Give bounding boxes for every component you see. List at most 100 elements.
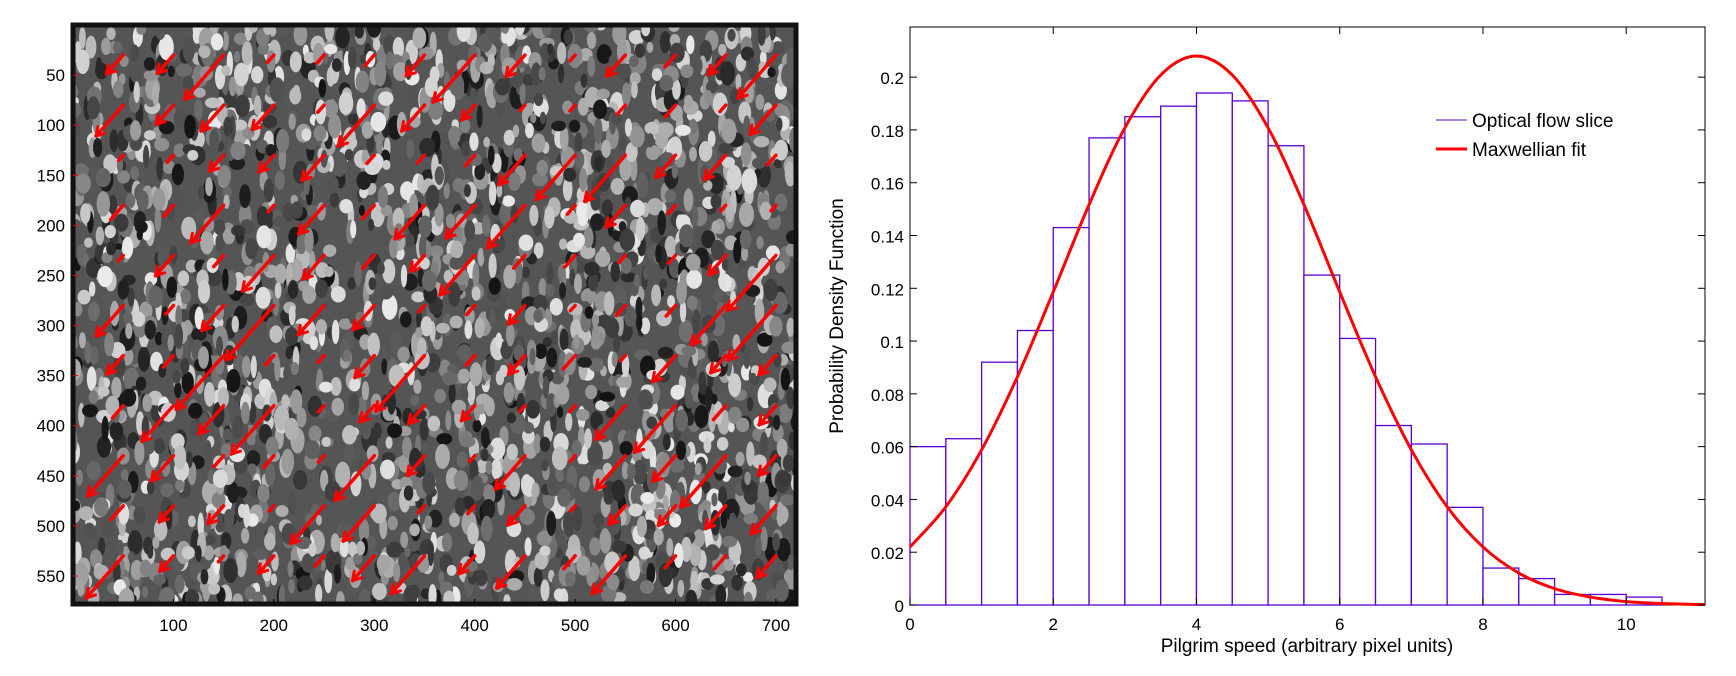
- crowd-blob: [533, 242, 544, 259]
- crowd-blob: [620, 257, 632, 274]
- crowd-blob: [660, 152, 676, 168]
- crowd-blob: [506, 412, 517, 424]
- crowd-blob: [669, 460, 685, 473]
- crowd-blob: [244, 586, 256, 600]
- crowd-blob: [231, 315, 239, 333]
- crowd-blob: [562, 511, 575, 537]
- crowd-blob: [571, 439, 582, 458]
- flow-arrow: [211, 253, 226, 269]
- crowd-blob: [82, 404, 98, 418]
- crowd-blob: [539, 436, 551, 452]
- crowd-blob: [689, 541, 702, 567]
- flow-arrow: [94, 303, 125, 339]
- crowd-blob: [503, 264, 516, 289]
- flow-arrow: [464, 303, 477, 317]
- crowd-blob: [601, 139, 611, 158]
- crowd-blob: [315, 319, 327, 335]
- crowd-blob: [711, 220, 721, 234]
- flow-arrow: [140, 403, 176, 444]
- crowd-blob: [331, 151, 348, 177]
- crowd-blob: [271, 551, 279, 572]
- crowd-blob: [657, 346, 674, 359]
- crowd-blob: [215, 233, 225, 253]
- crowd-blob: [698, 431, 715, 443]
- crowd-blob: [739, 549, 755, 569]
- image-frame: [70, 22, 799, 607]
- flow-arrow: [689, 303, 728, 347]
- flow-arrow: [719, 203, 728, 213]
- crowd-blob: [580, 73, 588, 88]
- crowd-blob: [676, 280, 687, 305]
- histogram-bar: [1160, 105, 1198, 606]
- flow-arrow: [651, 453, 678, 484]
- crowd-blob: [302, 285, 317, 304]
- crowd-blob: [559, 328, 569, 352]
- crowd-blob: [366, 445, 379, 462]
- crowd-blob: [101, 415, 109, 442]
- crowd-blob: [776, 438, 788, 458]
- crowd-blob: [377, 262, 385, 275]
- crowd-blob: [181, 216, 197, 240]
- crowd-blob: [361, 419, 372, 440]
- crowd-blob: [336, 591, 345, 604]
- crowd-blob: [743, 513, 758, 525]
- crowd-blob: [508, 471, 521, 497]
- crowd-blob: [148, 285, 164, 309]
- crowd-blob: [777, 404, 793, 424]
- crowd-blob: [536, 159, 549, 177]
- crowd-blob: [88, 281, 96, 297]
- crowd-blob: [118, 587, 135, 604]
- histogram-bar: [945, 438, 983, 606]
- crowd-blob: [450, 240, 464, 259]
- crowd-blob: [387, 515, 398, 531]
- crowd-blob: [315, 514, 322, 526]
- flow-arrow: [582, 153, 628, 204]
- crowd-blob: [629, 72, 641, 85]
- crowd-blob: [728, 373, 742, 398]
- crowd-blob: [593, 512, 604, 529]
- crowd-blob: [104, 224, 116, 239]
- crowd-blob: [595, 399, 610, 412]
- crowd-blob: [175, 305, 183, 330]
- crowd-blob: [132, 311, 146, 327]
- crowd-blob: [774, 193, 788, 212]
- crowd-blob: [533, 309, 543, 323]
- flow-arrow: [316, 453, 326, 464]
- flow-arrow: [757, 353, 778, 377]
- crowd-blob: [753, 135, 770, 148]
- crowd-blob: [195, 545, 202, 562]
- crowd-blob: [596, 44, 612, 64]
- crowd-blob: [408, 85, 422, 105]
- crowd-blob: [620, 272, 636, 283]
- crowd-blob: [205, 534, 216, 546]
- crowd-blob: [485, 25, 501, 43]
- crowd-blob: [151, 405, 158, 421]
- x-tick-label: 500: [561, 616, 589, 635]
- crowd-blob: [173, 143, 185, 158]
- crowd-blob: [686, 411, 695, 426]
- crowd-blob: [645, 145, 661, 161]
- crowd-blob: [331, 319, 340, 345]
- crowd-blob: [213, 219, 226, 236]
- crowd-blob: [356, 171, 372, 190]
- flow-arrow: [116, 253, 125, 263]
- crowd-blob: [364, 161, 381, 176]
- crowd-blob: [534, 343, 548, 359]
- crowd-blob: [350, 220, 357, 239]
- crowd-blob: [541, 25, 552, 37]
- crowd-blob: [376, 554, 391, 573]
- crowd-blob: [342, 425, 357, 445]
- crowd-blob: [174, 381, 182, 399]
- flow-arrow: [736, 53, 778, 100]
- crowd-blob: [123, 311, 133, 326]
- crowd-blob: [779, 494, 796, 506]
- crowd-blob: [194, 306, 204, 330]
- crowd-blob: [121, 388, 137, 407]
- crowd-blob: [347, 277, 357, 290]
- crowd-blob: [438, 571, 445, 585]
- flow-arrow: [706, 53, 728, 77]
- crowd-blob: [392, 36, 405, 59]
- crowd-blob: [530, 112, 537, 124]
- legend-label-fit: Maxwellian fit: [1472, 140, 1587, 161]
- crowd-blob: [441, 532, 453, 552]
